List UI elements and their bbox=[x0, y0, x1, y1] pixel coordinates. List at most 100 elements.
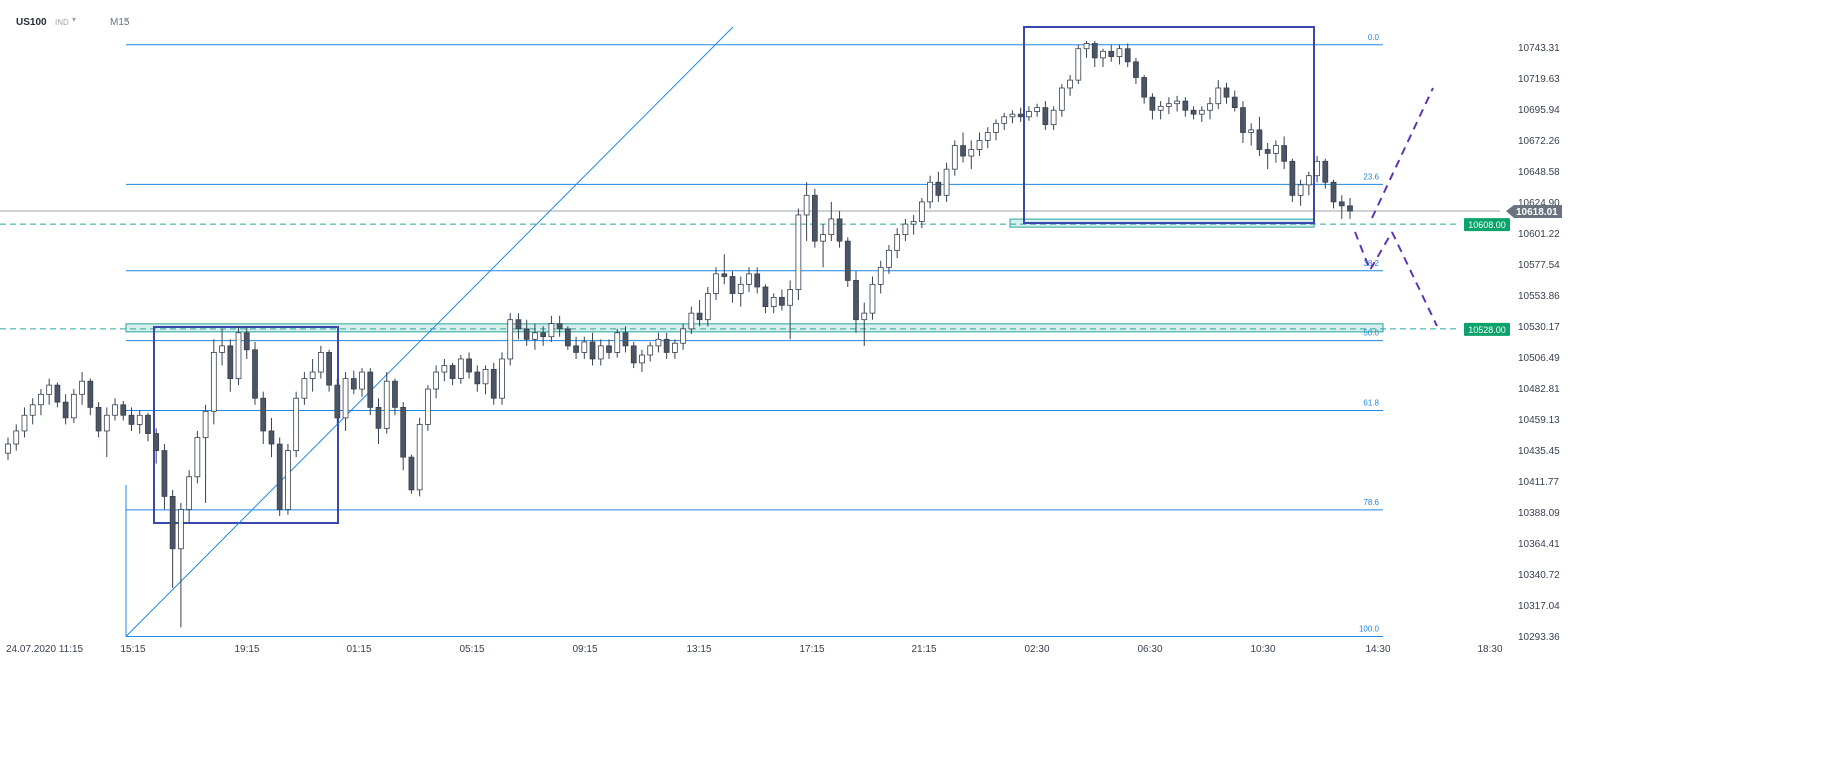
candle[interactable] bbox=[844, 237, 851, 287]
candle[interactable] bbox=[951, 140, 958, 176]
candle[interactable] bbox=[976, 132, 983, 157]
candle[interactable] bbox=[202, 404, 209, 503]
candle[interactable] bbox=[1100, 48, 1106, 68]
candle[interactable] bbox=[548, 315, 555, 342]
candle[interactable] bbox=[367, 368, 374, 416]
candle[interactable] bbox=[309, 358, 316, 392]
candle[interactable] bbox=[721, 254, 728, 285]
candle[interactable] bbox=[70, 389, 77, 424]
candle[interactable] bbox=[737, 276, 744, 307]
candle[interactable] bbox=[770, 293, 777, 314]
candle[interactable] bbox=[1108, 44, 1115, 62]
candle[interactable] bbox=[943, 162, 950, 202]
level-badge-2[interactable] bbox=[1464, 322, 1510, 336]
candle[interactable] bbox=[227, 339, 234, 392]
candle[interactable] bbox=[243, 326, 250, 359]
candle[interactable] bbox=[186, 470, 192, 523]
candle[interactable] bbox=[606, 339, 612, 359]
candle[interactable] bbox=[161, 444, 168, 510]
candle[interactable] bbox=[1017, 107, 1024, 123]
candle[interactable] bbox=[178, 502, 184, 628]
candle[interactable] bbox=[704, 286, 711, 327]
candle[interactable] bbox=[54, 382, 61, 408]
candle[interactable] bbox=[46, 378, 53, 405]
range-box-right[interactable] bbox=[1023, 26, 1315, 224]
candle[interactable] bbox=[21, 407, 28, 438]
candle[interactable] bbox=[1314, 156, 1320, 183]
candle[interactable] bbox=[194, 430, 201, 484]
candle[interactable] bbox=[375, 398, 382, 445]
candle[interactable] bbox=[515, 313, 522, 340]
candle[interactable] bbox=[523, 319, 530, 346]
candle[interactable] bbox=[153, 428, 160, 464]
candle[interactable] bbox=[268, 417, 275, 458]
candle[interactable] bbox=[1281, 136, 1288, 170]
candle[interactable] bbox=[1067, 74, 1073, 96]
candle[interactable] bbox=[713, 267, 719, 301]
candle[interactable] bbox=[1009, 110, 1016, 124]
candle[interactable] bbox=[1058, 84, 1065, 117]
candle[interactable] bbox=[820, 224, 826, 268]
support-zone-2[interactable] bbox=[125, 323, 1384, 333]
candle[interactable] bbox=[630, 341, 637, 369]
candle[interactable] bbox=[425, 385, 431, 431]
candle[interactable] bbox=[828, 201, 835, 242]
candle[interactable] bbox=[103, 407, 110, 458]
candle[interactable] bbox=[1305, 171, 1312, 196]
range-box-left[interactable] bbox=[153, 326, 339, 524]
candle[interactable] bbox=[1330, 179, 1337, 209]
candle[interactable] bbox=[919, 197, 925, 229]
candle[interactable] bbox=[1182, 97, 1189, 117]
candle[interactable] bbox=[811, 188, 818, 248]
candle[interactable] bbox=[1157, 101, 1164, 120]
candle[interactable] bbox=[1124, 43, 1131, 68]
candle[interactable] bbox=[62, 394, 69, 425]
candle[interactable] bbox=[614, 328, 621, 358]
candle[interactable] bbox=[984, 127, 991, 149]
candle[interactable] bbox=[902, 218, 909, 242]
candle[interactable] bbox=[1042, 101, 1049, 130]
candle[interactable] bbox=[326, 349, 332, 392]
candle[interactable] bbox=[1166, 97, 1172, 115]
candle[interactable] bbox=[1083, 40, 1090, 58]
candle[interactable] bbox=[252, 341, 258, 405]
candle[interactable] bbox=[1034, 103, 1041, 117]
candle[interactable] bbox=[457, 355, 464, 384]
projection-down[interactable] bbox=[1391, 231, 1438, 327]
candle[interactable] bbox=[441, 358, 448, 382]
candle[interactable] bbox=[474, 365, 481, 392]
projection-pullback[interactable] bbox=[1354, 231, 1393, 273]
candle[interactable] bbox=[894, 228, 901, 259]
candle[interactable] bbox=[869, 276, 876, 320]
candle[interactable] bbox=[573, 336, 579, 359]
candle[interactable] bbox=[1347, 197, 1353, 219]
candle[interactable] bbox=[993, 119, 999, 141]
candle[interactable] bbox=[1264, 142, 1271, 170]
candle[interactable] bbox=[1001, 112, 1008, 130]
candle[interactable] bbox=[754, 267, 761, 294]
candle[interactable] bbox=[532, 323, 538, 350]
candle[interactable] bbox=[1322, 158, 1329, 189]
candle[interactable] bbox=[499, 352, 505, 405]
candle[interactable] bbox=[960, 132, 966, 163]
candle[interactable] bbox=[466, 352, 472, 379]
timeframe-label[interactable]: M15 bbox=[110, 17, 130, 28]
candle[interactable] bbox=[581, 336, 588, 359]
candle[interactable] bbox=[1338, 195, 1345, 219]
candle[interactable] bbox=[490, 362, 497, 405]
candle[interactable] bbox=[1198, 106, 1205, 123]
candle[interactable] bbox=[169, 489, 176, 589]
chevron-down-icon[interactable]: ▾ bbox=[72, 15, 77, 24]
candle[interactable] bbox=[334, 378, 341, 425]
candle[interactable] bbox=[861, 302, 868, 346]
candle[interactable] bbox=[647, 341, 654, 362]
candle[interactable] bbox=[112, 398, 118, 421]
candle[interactable] bbox=[655, 332, 662, 353]
candle[interactable] bbox=[29, 398, 36, 425]
candle[interactable] bbox=[564, 326, 571, 350]
symbol-label[interactable]: US100 bbox=[16, 17, 47, 28]
candle[interactable] bbox=[210, 339, 217, 425]
candle[interactable] bbox=[968, 140, 975, 170]
